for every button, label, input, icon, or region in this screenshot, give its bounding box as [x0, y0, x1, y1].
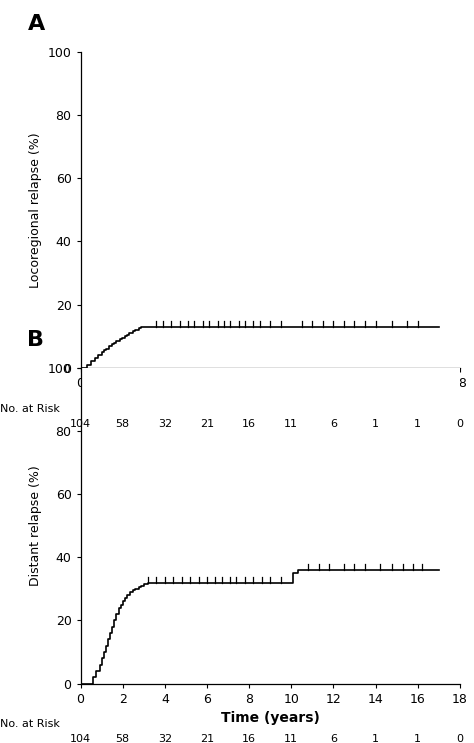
Text: A: A	[27, 14, 45, 34]
Text: 32: 32	[158, 734, 172, 743]
Text: 11: 11	[284, 418, 298, 429]
Text: 1: 1	[414, 734, 421, 743]
Text: 16: 16	[242, 418, 256, 429]
Text: 58: 58	[116, 734, 130, 743]
X-axis label: Time (years): Time (years)	[221, 711, 319, 725]
Text: 21: 21	[200, 734, 214, 743]
Text: 58: 58	[116, 418, 130, 429]
X-axis label: Time (years): Time (years)	[221, 395, 319, 409]
Text: 104: 104	[70, 734, 91, 743]
Text: 104: 104	[70, 418, 91, 429]
Text: No. at Risk: No. at Risk	[0, 403, 60, 414]
Text: 1: 1	[372, 418, 379, 429]
Y-axis label: Distant relapse (%): Distant relapse (%)	[29, 465, 42, 586]
Text: 6: 6	[330, 418, 337, 429]
Text: 1: 1	[372, 734, 379, 743]
Text: 21: 21	[200, 418, 214, 429]
Text: 0: 0	[456, 734, 463, 743]
Text: 0: 0	[456, 418, 463, 429]
Text: 16: 16	[242, 734, 256, 743]
Text: No. at Risk: No. at Risk	[0, 719, 60, 730]
Text: 6: 6	[330, 734, 337, 743]
Text: 11: 11	[284, 734, 298, 743]
Y-axis label: Locoregional relapse (%): Locoregional relapse (%)	[29, 132, 42, 288]
Text: B: B	[27, 330, 45, 350]
Text: 32: 32	[158, 418, 172, 429]
Text: 1: 1	[414, 418, 421, 429]
